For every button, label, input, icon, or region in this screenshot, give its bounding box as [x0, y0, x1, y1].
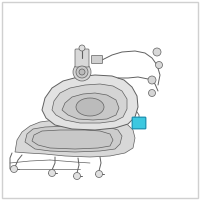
FancyBboxPatch shape	[75, 49, 89, 67]
Circle shape	[48, 170, 56, 176]
Polygon shape	[25, 126, 122, 152]
Circle shape	[79, 45, 85, 51]
Polygon shape	[32, 130, 113, 149]
Circle shape	[156, 62, 162, 68]
Circle shape	[73, 63, 91, 81]
Polygon shape	[42, 75, 138, 130]
FancyBboxPatch shape	[132, 117, 146, 129]
Ellipse shape	[76, 98, 104, 116]
Circle shape	[76, 66, 88, 78]
FancyBboxPatch shape	[92, 55, 102, 64]
Polygon shape	[52, 84, 127, 123]
Circle shape	[10, 166, 18, 172]
Polygon shape	[62, 93, 119, 120]
Circle shape	[153, 48, 161, 56]
Polygon shape	[15, 119, 135, 157]
Circle shape	[148, 76, 156, 84]
Circle shape	[79, 69, 85, 75]
Circle shape	[96, 170, 102, 178]
Circle shape	[148, 90, 156, 97]
Circle shape	[74, 172, 80, 180]
